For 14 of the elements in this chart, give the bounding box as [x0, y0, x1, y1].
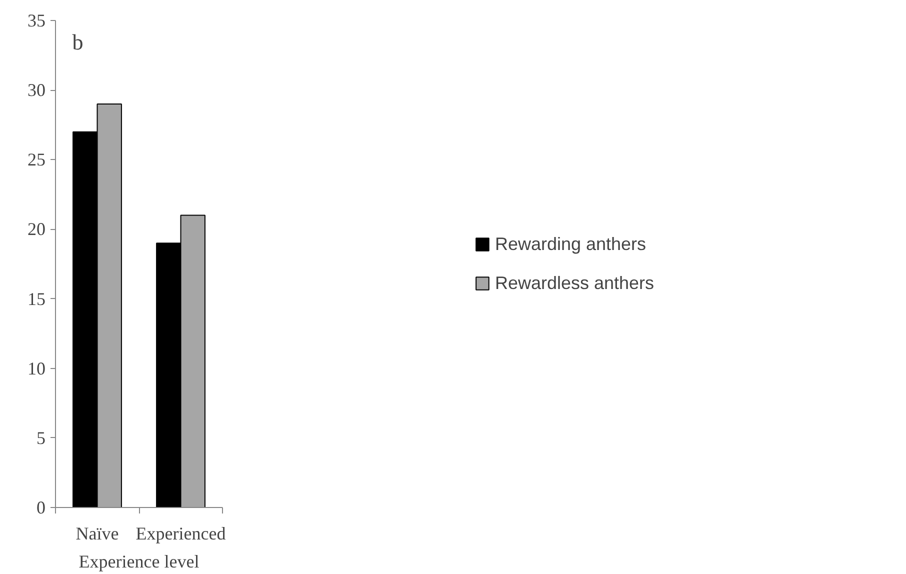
x-axis-title: Experience level: [78, 552, 200, 572]
y-tick-label: 0: [36, 498, 46, 518]
y-tick-label: 30: [28, 80, 46, 100]
legend-label: Rewarding anthers: [494, 234, 646, 254]
y-tick-label: 35: [28, 10, 46, 30]
legend-label: Rewardless anthers: [494, 272, 654, 294]
x-tick-label: Experienced: [136, 524, 226, 544]
y-tick-label: 25: [28, 150, 46, 170]
y-tick-label: 15: [28, 288, 46, 309]
y-tick-label: 10: [28, 358, 46, 378]
y-tick-label: 5: [36, 428, 46, 448]
x-tick-label: Naïve: [76, 524, 119, 544]
y-tick-label: 20: [28, 219, 46, 240]
annotation: b: [72, 30, 84, 55]
